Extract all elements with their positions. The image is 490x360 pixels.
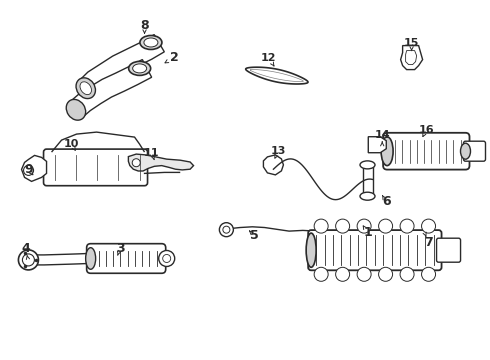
Circle shape [19, 250, 38, 270]
Ellipse shape [66, 99, 86, 120]
Text: 14: 14 [374, 130, 390, 140]
Polygon shape [264, 155, 283, 175]
Ellipse shape [129, 62, 150, 75]
FancyBboxPatch shape [383, 133, 469, 170]
Ellipse shape [381, 137, 393, 166]
Circle shape [357, 267, 371, 281]
Text: 1: 1 [363, 226, 372, 239]
Circle shape [379, 219, 392, 233]
FancyBboxPatch shape [464, 141, 486, 161]
Ellipse shape [360, 161, 375, 169]
Circle shape [163, 255, 171, 262]
Ellipse shape [86, 248, 96, 269]
Text: 3: 3 [116, 242, 124, 255]
Circle shape [223, 226, 230, 233]
Ellipse shape [144, 38, 158, 47]
Text: 5: 5 [250, 229, 259, 242]
Text: 13: 13 [270, 146, 286, 156]
Polygon shape [368, 137, 386, 153]
Text: 9: 9 [24, 163, 33, 176]
Text: 7: 7 [424, 237, 433, 249]
Text: 2: 2 [170, 51, 178, 64]
Polygon shape [70, 59, 151, 117]
Circle shape [132, 159, 140, 167]
Ellipse shape [140, 36, 162, 49]
FancyBboxPatch shape [87, 244, 166, 273]
Text: 12: 12 [261, 53, 276, 63]
Circle shape [314, 219, 328, 233]
Text: 11: 11 [144, 148, 160, 158]
Polygon shape [245, 67, 308, 84]
Polygon shape [401, 46, 422, 69]
Text: 4: 4 [21, 242, 30, 255]
Polygon shape [79, 35, 164, 95]
Circle shape [379, 267, 392, 281]
Circle shape [421, 219, 436, 233]
Ellipse shape [461, 143, 470, 159]
Circle shape [336, 219, 350, 233]
Circle shape [24, 165, 33, 175]
Circle shape [400, 219, 414, 233]
FancyBboxPatch shape [437, 238, 461, 262]
Text: 10: 10 [63, 139, 79, 149]
Polygon shape [406, 51, 416, 64]
Ellipse shape [80, 82, 92, 95]
Circle shape [357, 219, 371, 233]
Text: 6: 6 [382, 195, 391, 208]
Circle shape [220, 223, 233, 237]
Text: 15: 15 [404, 38, 419, 48]
Polygon shape [33, 253, 88, 265]
Text: 16: 16 [418, 125, 434, 135]
Circle shape [314, 267, 328, 281]
Ellipse shape [76, 78, 96, 99]
Circle shape [23, 254, 34, 266]
Polygon shape [128, 154, 194, 171]
Text: 8: 8 [140, 19, 149, 32]
FancyBboxPatch shape [308, 230, 441, 270]
FancyBboxPatch shape [44, 149, 147, 186]
Ellipse shape [360, 192, 375, 200]
Ellipse shape [133, 64, 147, 73]
Circle shape [159, 251, 175, 266]
Polygon shape [22, 156, 47, 181]
Circle shape [421, 267, 436, 281]
Ellipse shape [306, 233, 316, 267]
Circle shape [400, 267, 414, 281]
Circle shape [336, 267, 350, 281]
